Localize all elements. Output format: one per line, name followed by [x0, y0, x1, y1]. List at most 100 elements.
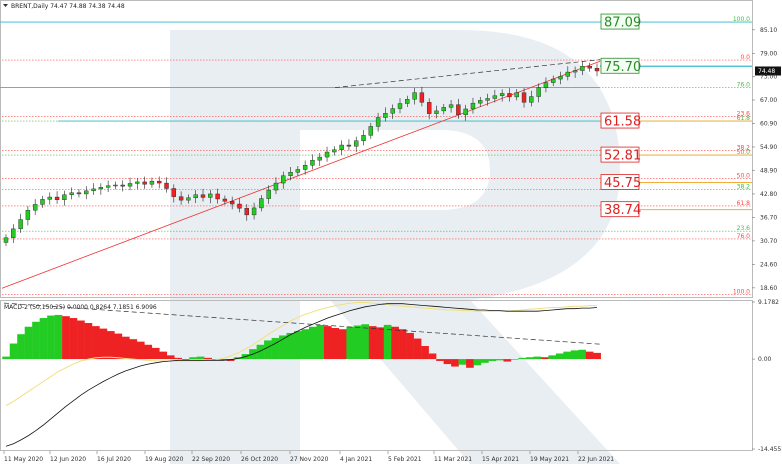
- macd-bar-falling: [466, 359, 474, 368]
- candle-bull: [149, 180, 155, 185]
- macd-bar-rising: [279, 335, 287, 360]
- macd-bar-rising: [578, 349, 586, 360]
- macd-bar-falling: [593, 352, 601, 360]
- macd-bar-rising: [533, 356, 542, 360]
- candle-bull: [295, 169, 301, 173]
- macd-bar-falling: [376, 327, 384, 360]
- macd-bar-falling: [540, 357, 549, 360]
- candle-bull: [251, 207, 257, 216]
- fibo-level-label: 61.8: [737, 200, 751, 207]
- macd-bar-falling: [136, 341, 145, 360]
- macd-bar-falling: [443, 359, 452, 365]
- candle-bull: [463, 108, 468, 115]
- price-tick-label: 24.60: [760, 262, 777, 269]
- macd-bar-rising: [54, 314, 63, 360]
- candle-bear: [142, 181, 147, 185]
- candle-bull: [32, 204, 38, 211]
- macd-bar-rising: [308, 326, 317, 360]
- macd-bar-falling: [181, 359, 190, 360]
- candle-bear: [76, 192, 82, 195]
- macd-bar-rising: [563, 351, 572, 360]
- macd-bar-falling: [585, 351, 594, 360]
- price-tick-label: 30.70: [760, 238, 777, 245]
- macd-header: MACD-2 (50,150,25) 0.0000 0.8264 7.1851 …: [4, 304, 157, 311]
- time-tick-label: 15 Apr 2021: [482, 456, 519, 463]
- candle-bear: [222, 198, 228, 202]
- candle-bull: [434, 110, 439, 114]
- candle-bear: [237, 203, 242, 209]
- candle-bull: [375, 117, 381, 127]
- candle-bear: [178, 196, 184, 201]
- macd-bar-falling: [331, 327, 340, 360]
- target-box: [600, 174, 640, 190]
- price-tick-label: 18.60: [760, 285, 777, 292]
- resistance-dashed-line: [334, 59, 601, 88]
- target-labels: 87.09 75.70 61.58 52.81 45.75 38.74: [600, 13, 752, 218]
- target-label: 75.70: [604, 60, 641, 75]
- macd-bar-rising: [458, 359, 467, 365]
- macd-bar-rising: [17, 334, 25, 360]
- fibo-level-label: 23.6: [737, 111, 751, 118]
- candle-bull: [441, 107, 446, 112]
- candle-bull: [3, 237, 9, 243]
- macd-bar-falling: [219, 359, 227, 361]
- candle-bear: [164, 182, 169, 189]
- candle-bull: [186, 197, 191, 201]
- macd-bar-rising: [488, 359, 497, 361]
- macd-bar-rising: [39, 318, 48, 360]
- candle-bull: [11, 228, 16, 238]
- time-tick-label: 4 Jan 2021: [340, 456, 372, 463]
- candle-bull: [98, 187, 104, 190]
- candle-bear: [521, 92, 527, 103]
- candle-bull: [354, 140, 359, 147]
- fibo-level-label: 50.0: [737, 172, 751, 179]
- macd-bar-falling: [92, 326, 100, 360]
- candle-bear: [229, 201, 235, 205]
- fibo-level-label: 76.0: [737, 233, 751, 240]
- macd-bar-falling: [204, 357, 212, 360]
- target-box: [600, 57, 640, 74]
- macd-bar-rising: [24, 326, 33, 360]
- macd-bar-falling: [174, 357, 183, 360]
- macd-bar-rising: [473, 359, 482, 366]
- macd-bar-rising: [286, 332, 295, 360]
- signal-line: [5, 302, 597, 407]
- macd-bar-rising: [481, 359, 489, 363]
- candle-bear: [200, 194, 206, 198]
- candle-bull: [91, 188, 96, 192]
- target-label: 45.75: [604, 176, 641, 191]
- price-tick-label: 42.80: [760, 191, 777, 198]
- macd-bar-falling: [323, 326, 332, 360]
- macd-bar-rising: [518, 357, 527, 360]
- fibo-level-label: 61.8: [737, 115, 751, 122]
- candle-bull: [470, 102, 476, 110]
- macd-bar-falling: [121, 336, 130, 360]
- macd-bar-falling: [151, 347, 160, 360]
- macd-bar-falling: [99, 328, 108, 360]
- candle-bull: [84, 190, 89, 195]
- candle-bull: [412, 92, 417, 100]
- candle-bear: [419, 92, 425, 103]
- time-tick-label: 19 May 2021: [530, 456, 569, 463]
- candle-bull: [536, 87, 541, 97]
- macd-pane-frame: [0, 300, 753, 451]
- time-tick-label: 26 Oct 2020: [241, 456, 278, 463]
- candle-bull: [361, 135, 366, 141]
- macd-bar-rising: [47, 315, 55, 360]
- candle-bear: [594, 67, 600, 72]
- fibo-level-label: 50.0: [737, 149, 751, 156]
- candle-bull: [266, 189, 271, 199]
- candle-bear: [426, 102, 432, 114]
- candle-bear: [244, 208, 249, 216]
- dropdown-arrow-icon[interactable]: [3, 4, 8, 7]
- macd-bar-rising: [555, 353, 564, 360]
- macd-bar-rising: [570, 350, 579, 360]
- candle-bull: [105, 185, 111, 188]
- macd-bar-rising: [32, 321, 40, 360]
- fibo-level-label: 38.2: [737, 144, 751, 151]
- macd-bar-falling: [77, 320, 85, 360]
- macd-bar-falling: [398, 329, 407, 360]
- macd-bar-rising: [271, 337, 280, 360]
- price-tick-label: 67.00: [760, 97, 777, 104]
